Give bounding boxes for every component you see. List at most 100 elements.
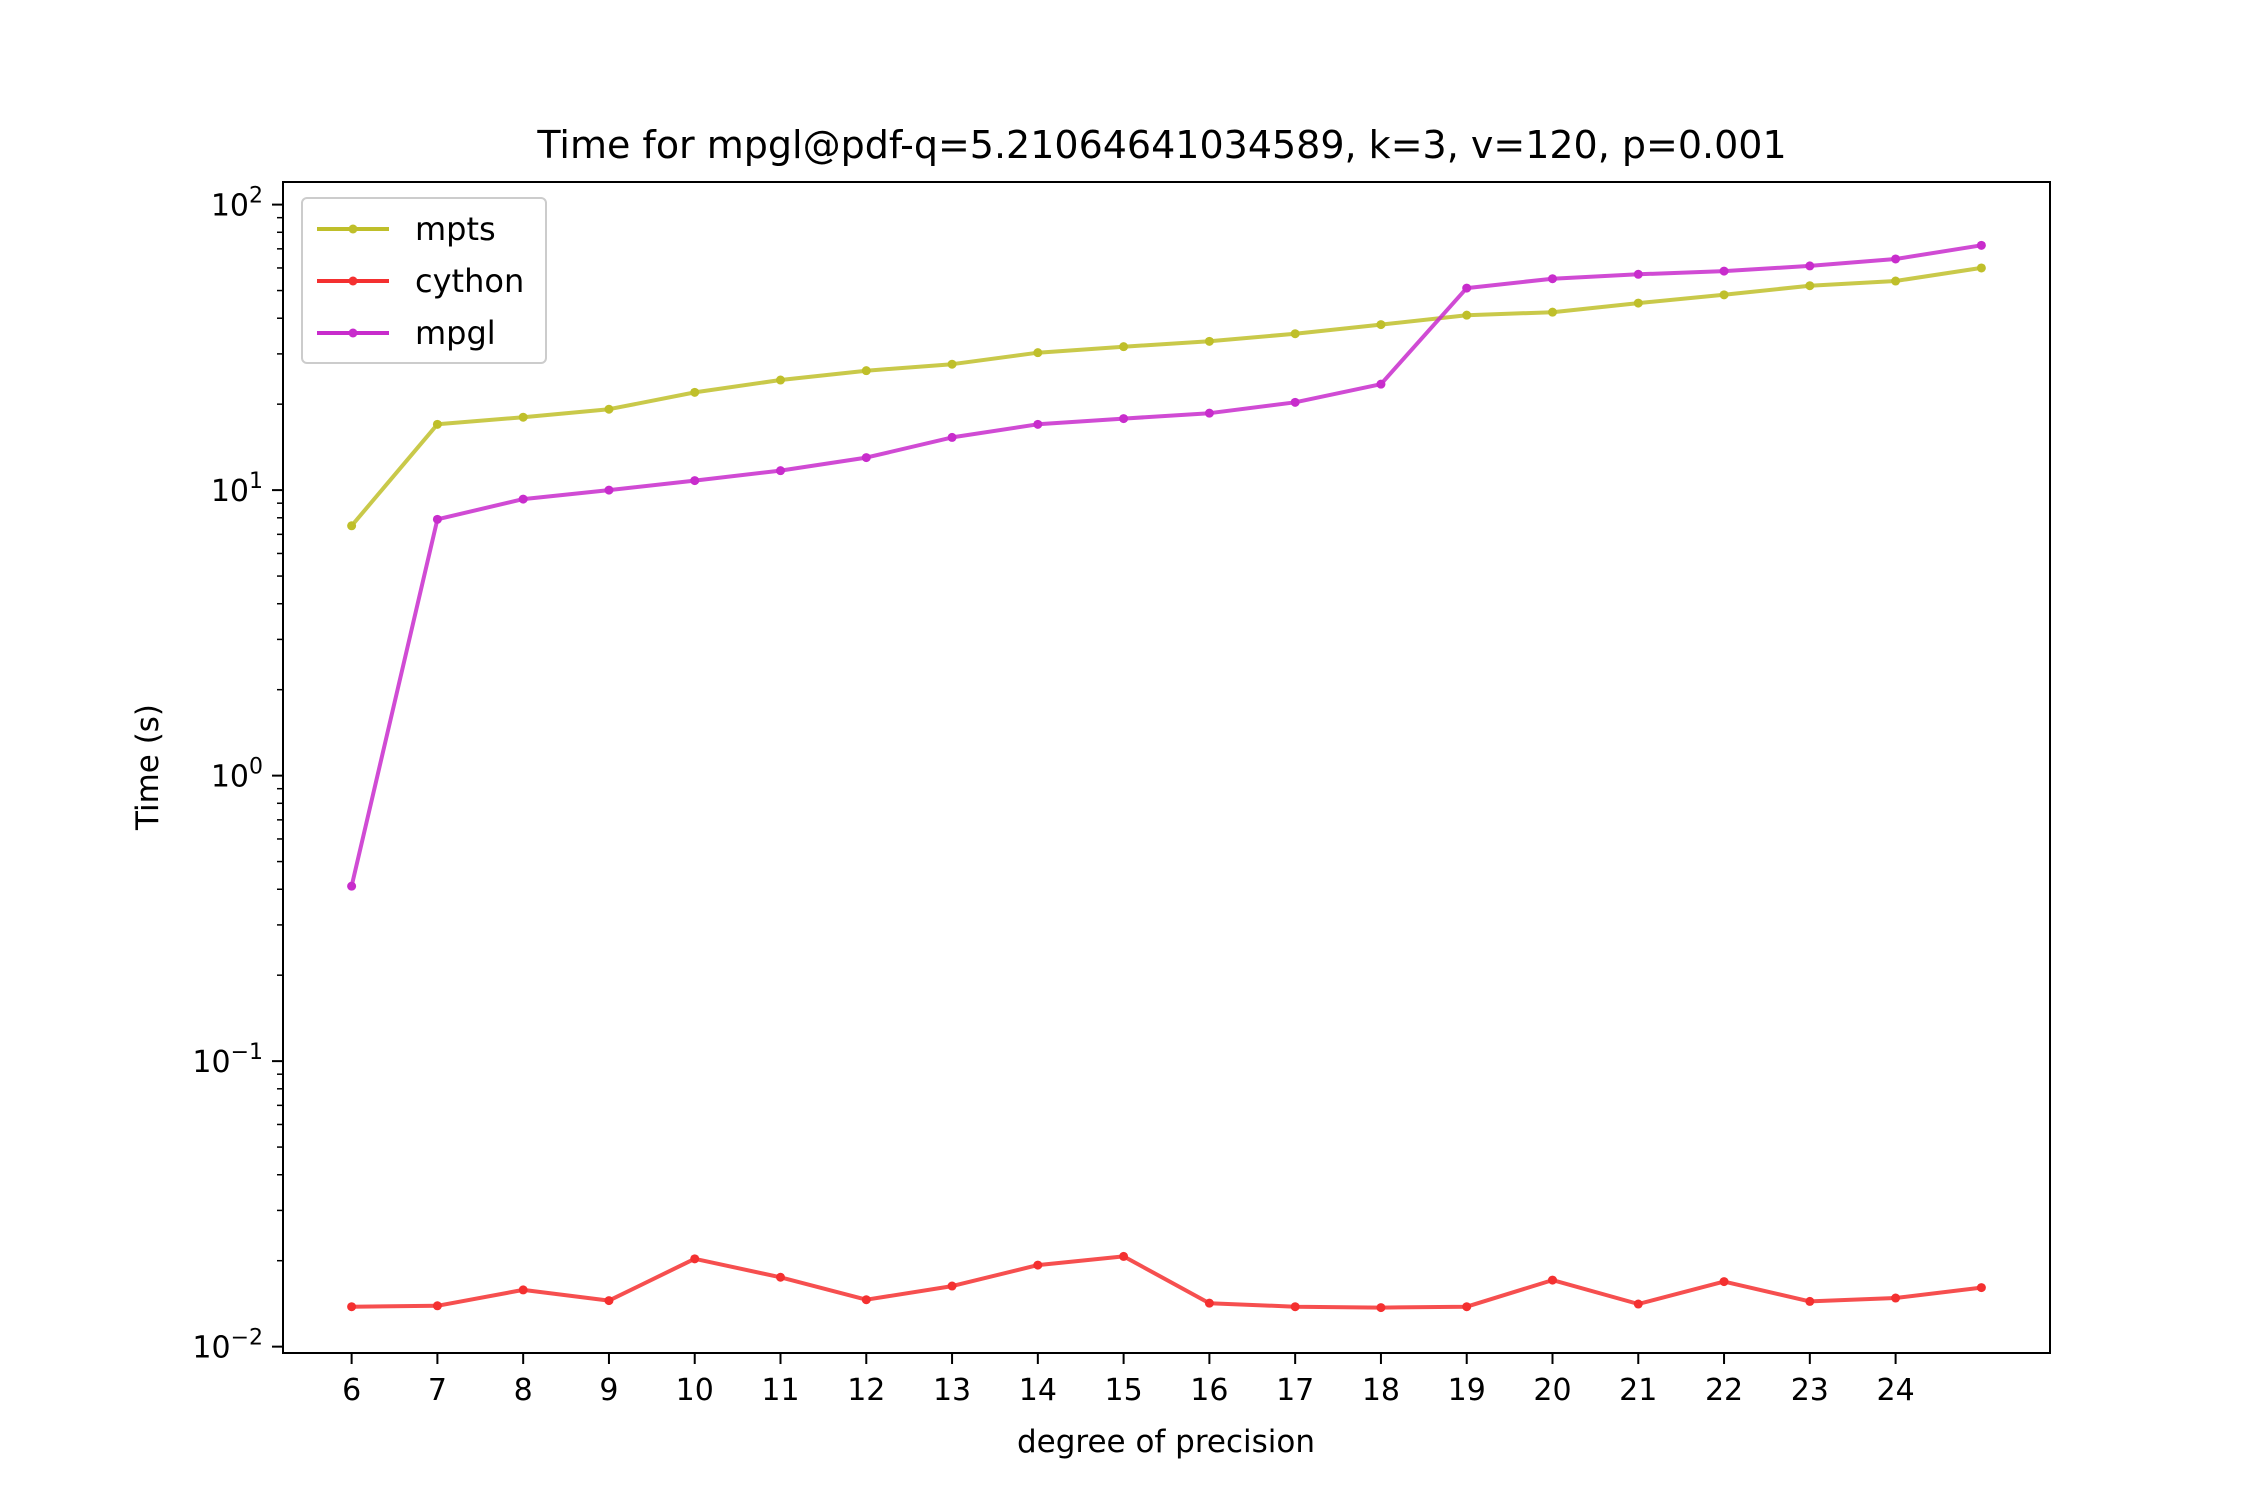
x-tick-label: 20 xyxy=(1533,1373,1571,1408)
data-point-mpts xyxy=(1204,336,1214,346)
data-point-cython xyxy=(347,1302,357,1312)
x-tick-label: 7 xyxy=(428,1373,447,1408)
data-point-mpgl xyxy=(947,432,957,442)
y-axis-label: Time (s) xyxy=(130,704,166,831)
series-line-mpgl xyxy=(349,243,1982,887)
data-point-mpts xyxy=(604,404,614,414)
data-point-mpgl xyxy=(604,485,614,495)
y-tick-label: 100 xyxy=(211,755,263,795)
data-point-mpgl xyxy=(1376,379,1386,389)
data-point-mpts xyxy=(690,387,700,397)
x-tick-label: 9 xyxy=(599,1373,618,1408)
data-point-mpts xyxy=(1719,290,1729,300)
data-point-cython xyxy=(604,1296,614,1306)
x-tick-label: 22 xyxy=(1705,1373,1743,1408)
data-point-cython xyxy=(690,1254,700,1264)
data-point-mpgl xyxy=(1891,254,1901,264)
data-point-cython xyxy=(432,1301,442,1311)
data-point-cython xyxy=(1204,1298,1214,1308)
data-point-mpgl xyxy=(432,514,442,524)
data-point-mpts xyxy=(861,366,871,376)
data-point-mpts xyxy=(432,419,442,429)
data-point-mpts xyxy=(1290,329,1300,339)
legend-marker-mpts xyxy=(348,224,358,234)
plot-frame xyxy=(282,181,2051,1354)
data-point-cython xyxy=(1462,1302,1472,1312)
x-tick-label: 11 xyxy=(761,1373,799,1408)
series-line-mpts xyxy=(350,265,1982,528)
data-point-cython xyxy=(1376,1303,1386,1313)
data-point-cython xyxy=(1547,1275,1557,1285)
legend-marker-cython xyxy=(348,276,358,286)
y-tick-label: 102 xyxy=(211,184,263,224)
x-tick-label: 19 xyxy=(1448,1373,1486,1408)
data-point-mpts xyxy=(1376,320,1386,330)
data-point-cython xyxy=(776,1272,786,1282)
plot-area xyxy=(347,240,1986,1313)
data-point-mpts xyxy=(1976,263,1986,273)
legend-label-mpts: mpts xyxy=(415,210,496,248)
data-point-mpts xyxy=(947,359,957,369)
y-axis: 10−2 10−1 100 101 102 xyxy=(192,184,283,1366)
x-tick-label: 8 xyxy=(514,1373,533,1408)
data-point-mpgl xyxy=(690,476,700,486)
data-point-mpgl xyxy=(1462,283,1472,293)
data-point-mpts xyxy=(1805,281,1815,291)
legend-label-mpgl: mpgl xyxy=(415,314,496,352)
data-point-cython xyxy=(1805,1296,1815,1306)
legend-label-cython: cython xyxy=(415,262,524,300)
data-point-mpgl xyxy=(1633,269,1643,279)
data-point-mpts xyxy=(1547,307,1557,317)
data-point-mpts xyxy=(776,375,786,385)
legend-marker-mpgl xyxy=(348,328,358,338)
legend: mpts cython mpgl xyxy=(301,197,547,364)
data-point-mpgl xyxy=(861,453,871,463)
data-point-mpgl xyxy=(1204,408,1214,418)
x-tick-label: 21 xyxy=(1619,1373,1657,1408)
x-tick-label: 17 xyxy=(1276,1373,1314,1408)
x-tick-label: 12 xyxy=(847,1373,885,1408)
data-point-mpgl xyxy=(347,881,357,891)
x-tick-label: 16 xyxy=(1190,1373,1228,1408)
data-point-mpgl xyxy=(776,466,786,476)
data-point-cython xyxy=(861,1295,871,1305)
data-point-cython xyxy=(1033,1260,1043,1270)
y-tick-label: 10−2 xyxy=(192,1326,263,1366)
data-point-mpts xyxy=(1891,276,1901,286)
legend-box xyxy=(301,197,547,364)
y-tick-label: 10−1 xyxy=(192,1040,263,1080)
x-tick-label: 24 xyxy=(1877,1373,1915,1408)
series-line-cython xyxy=(351,1254,1982,1310)
data-point-cython xyxy=(947,1281,957,1291)
data-point-mpts xyxy=(1119,342,1129,352)
data-point-cython xyxy=(518,1285,528,1295)
x-tick-label: 14 xyxy=(1019,1373,1057,1408)
y-tick-label: 101 xyxy=(211,469,263,509)
data-point-mpgl xyxy=(1033,419,1043,429)
data-point-cython xyxy=(1290,1302,1300,1312)
data-point-mpgl xyxy=(1290,397,1300,407)
data-point-mpts xyxy=(347,521,357,531)
data-point-mpgl xyxy=(1805,261,1815,271)
data-point-mpts xyxy=(1033,348,1043,358)
data-point-cython xyxy=(1976,1283,1986,1293)
x-tick-label: 23 xyxy=(1791,1373,1829,1408)
x-tick-label: 18 xyxy=(1362,1373,1400,1408)
x-tick-label: 13 xyxy=(933,1373,971,1408)
data-point-cython xyxy=(1633,1299,1643,1309)
data-point-mpgl xyxy=(518,494,528,504)
data-point-mpgl xyxy=(1547,274,1557,284)
data-point-mpts xyxy=(518,412,528,422)
data-point-mpts xyxy=(1462,310,1472,320)
x-axis: 6 7 8 9 10 11 12 13 14 15 16 17 18 19 20 21 22 23 24 xyxy=(342,1353,1915,1408)
chart-title: Time for mpgl@pdf-q=5.21064641034589, k=… xyxy=(536,123,1786,167)
data-point-mpgl xyxy=(1976,240,1986,250)
data-point-cython xyxy=(1891,1293,1901,1303)
data-point-cython xyxy=(1119,1251,1129,1261)
data-point-mpgl xyxy=(1719,266,1729,276)
x-axis-label: degree of precision xyxy=(1017,1424,1315,1460)
data-point-mpgl xyxy=(1119,414,1129,424)
x-tick-label: 6 xyxy=(342,1373,361,1408)
x-tick-label: 10 xyxy=(676,1373,714,1408)
